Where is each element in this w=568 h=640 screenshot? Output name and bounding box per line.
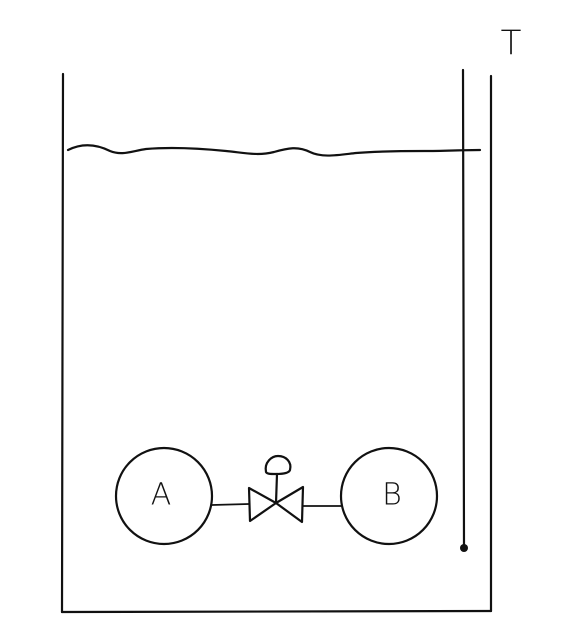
liquid-surface: [66, 144, 482, 157]
tank-left-wall: [60, 72, 65, 614]
vessel-a: A: [114, 446, 214, 546]
valve-handle: [264, 454, 292, 476]
tank: [60, 72, 493, 614]
vessel-a-circle: [114, 446, 214, 546]
valve-icon: [247, 454, 305, 524]
vessel-a-label: A: [151, 478, 172, 513]
vessel-b-label: B: [382, 478, 402, 513]
thermometer: T: [460, 24, 522, 552]
thermometer-bulb: [460, 544, 468, 552]
vessel-b-circle: [339, 446, 439, 546]
pipe-left-segment: [211, 503, 250, 506]
tank-floor: [60, 609, 493, 614]
thermometer-label: T: [501, 24, 522, 64]
valve-stem: [274, 472, 279, 505]
thermometer-icon: [461, 68, 466, 549]
valve-left-triangle: [247, 486, 278, 523]
valve-right-triangle: [274, 485, 305, 524]
vessel-b: B: [339, 446, 439, 546]
connecting-pipe: [211, 503, 342, 507]
